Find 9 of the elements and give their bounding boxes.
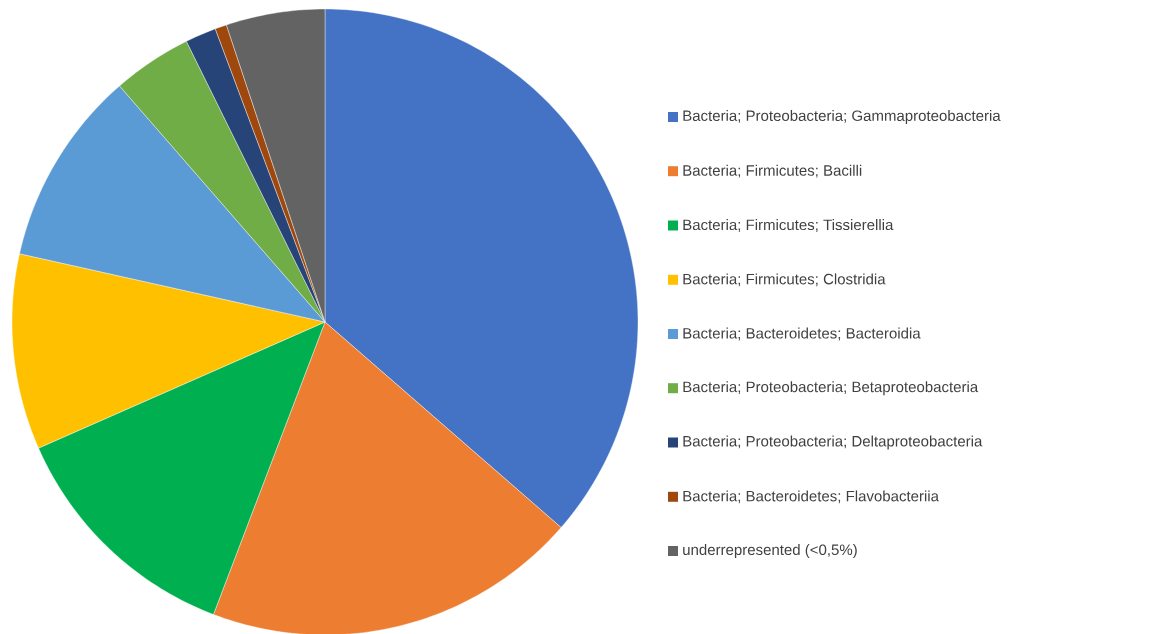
legend-label: Bacteria; Bacteroidetes; Flavobacteriia: [683, 490, 939, 504]
legend-label: Bacteria; Bacteroidetes; Bacteroidia: [683, 327, 921, 341]
legend-label: Bacteria; Proteobacteria; Deltaproteobacteria: [683, 435, 983, 450]
legend-label: Bacteria; Firmicutes; Clostridia: [683, 273, 886, 287]
legend-label: Bacteria; Proteobacteria; Gammaproteobacteria: [683, 110, 1001, 124]
legend-label: underrepresented (<0,5%): [683, 544, 857, 558]
legend-label: Bacteria; Firmicutes; Tissierellia: [683, 219, 894, 232]
legend-label: Bacteria; Proteobacteria; Betaproteobacteria: [683, 381, 979, 396]
legend-label: Bacteria; Firmicutes; Bacilli: [683, 164, 862, 178]
